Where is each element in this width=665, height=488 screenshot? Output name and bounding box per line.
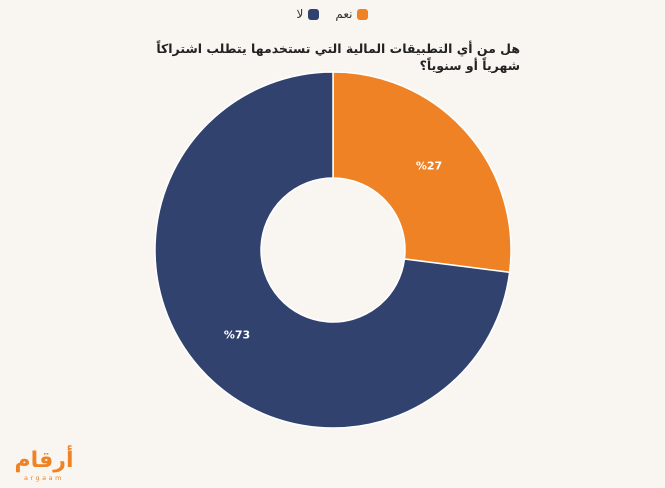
legend-label-yes: نعم [335,7,353,21]
legend-item-no[interactable]: لا [297,7,320,21]
data-label-no: %73 [224,329,250,342]
logo-text: أرقام [14,448,74,473]
logo-subtext: argaam [24,474,64,482]
legend-item-yes[interactable]: نعم [335,7,369,21]
donut-slice-yes[interactable] [332,71,512,274]
legend-label-no: لا [296,7,304,21]
data-label-yes: %27 [416,159,442,172]
argaam-logo: أرقام argaam [8,448,88,484]
donut-slice-no[interactable] [154,71,511,429]
chart-title: هل من أي التطبيقات المالية التي تستخدمها… [156,41,520,73]
legend-swatch-no [308,8,320,20]
legend-swatch-yes [357,8,369,20]
legend: نعم لا [0,7,665,21]
